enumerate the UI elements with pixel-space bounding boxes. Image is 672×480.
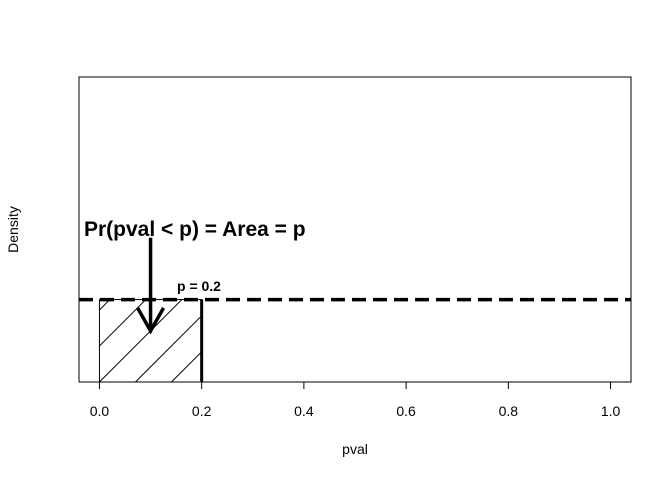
x-tick-label: 0.0 (90, 403, 110, 419)
x-tick-label: 0.4 (294, 403, 314, 419)
hatch-line (0, 300, 2, 382)
x-axis-label: pval (342, 441, 368, 457)
x-tick-label: 1.0 (601, 403, 621, 419)
hatch-line (243, 300, 325, 382)
x-axis: 0.0 0.2 0.4 0.6 0.8 1.0 (90, 381, 621, 419)
hatch-line (0, 300, 38, 382)
hatch-line (315, 300, 397, 382)
hatch-line (99, 299, 183, 382)
hatch-line (495, 300, 577, 382)
area-annotation: Pr(pval < p) = Area = p (84, 218, 306, 241)
hatch-line (351, 300, 433, 382)
hatch-line (0, 300, 74, 382)
y-axis-label: Density (5, 206, 21, 253)
x-tick-label: 0.2 (192, 403, 212, 419)
hatch-line (207, 300, 289, 382)
hatch-line (459, 300, 541, 382)
hatch-line (135, 315, 202, 382)
hatch-line (423, 300, 505, 382)
hatch-line (387, 300, 469, 382)
arrow-head (136, 307, 166, 335)
hatch-line (279, 300, 361, 382)
x-tick-label: 0.8 (499, 403, 519, 419)
hatch-pattern (0, 299, 577, 382)
hatch-line (171, 351, 202, 382)
x-tick-label: 0.6 (396, 403, 416, 419)
p-value-annotation: p = 0.2 (177, 278, 221, 294)
hatch-line (99, 299, 147, 347)
hatch-line (99, 299, 111, 311)
